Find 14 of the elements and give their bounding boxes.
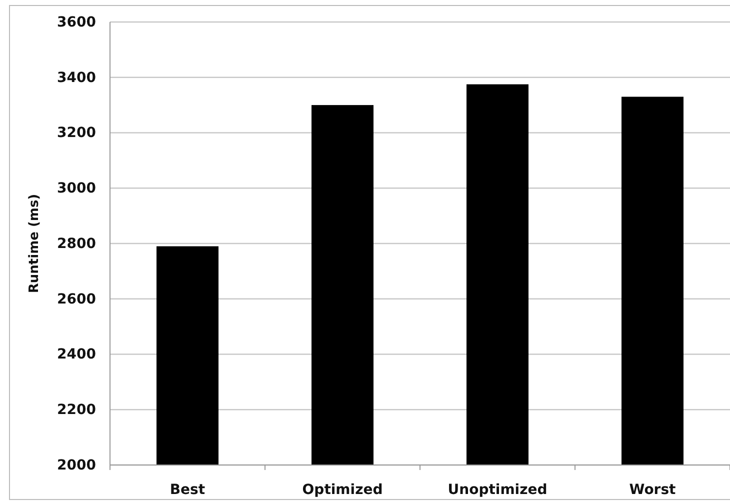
y-tick-label: 2600: [57, 291, 96, 308]
y-tick-label: 2400: [57, 346, 96, 363]
y-tick-label: 2200: [57, 402, 96, 418]
y-tick-label: 2000: [57, 457, 96, 474]
y-tick-label: 3400: [57, 70, 96, 86]
x-tick-label: Best: [170, 482, 206, 498]
y-tick-label: 2800: [57, 236, 96, 252]
y-tick-label: 3600: [57, 14, 96, 30]
y-tick-label: 3200: [57, 125, 96, 142]
y-tick-label: 3000: [57, 180, 96, 197]
y-axis-title: Runtime (ms): [27, 194, 42, 294]
x-tick-label: Worst: [629, 482, 676, 498]
x-tick-label: Optimized: [302, 482, 383, 498]
x-tick-label: Unoptimized: [448, 482, 548, 498]
